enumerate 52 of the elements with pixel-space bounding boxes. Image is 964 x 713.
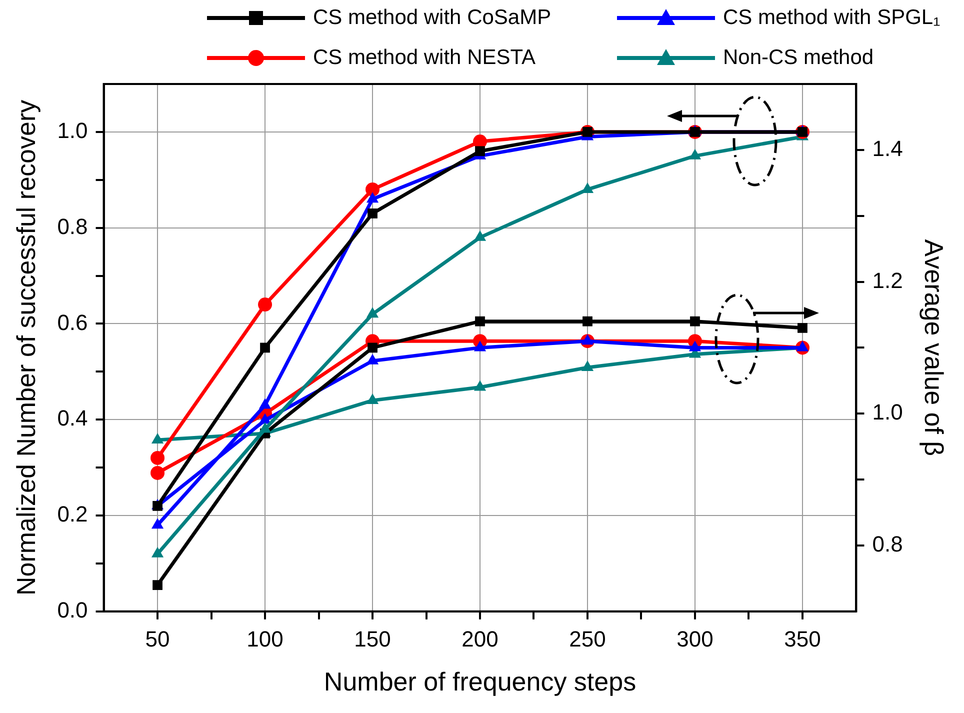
- y-tick-label: 0.8: [57, 214, 88, 239]
- x-tick-label: 100: [246, 626, 284, 652]
- point: [151, 432, 164, 444]
- x-tick-label: 50: [145, 626, 170, 652]
- y-tick-label: 0.0: [57, 597, 88, 622]
- point: [798, 322, 808, 333]
- point: [366, 192, 379, 203]
- y2-tick-label: 1.2: [872, 268, 903, 293]
- point: [368, 208, 378, 218]
- x-tick-label: 350: [784, 626, 821, 652]
- x-tick-label: 300: [676, 626, 714, 652]
- point: [368, 342, 378, 353]
- legend-label: CS method with CoSaMP: [313, 6, 552, 30]
- point: [581, 360, 594, 371]
- legend-label: Non-CS method: [723, 46, 874, 70]
- point: [475, 146, 485, 156]
- y2-tick-label: 1.4: [872, 136, 903, 161]
- point: [150, 450, 165, 465]
- x-tick-label: 150: [354, 626, 391, 652]
- point: [688, 148, 702, 160]
- y-axis-title: Normalized Number of successful recovery: [10, 100, 41, 596]
- point: [151, 518, 164, 529]
- point: [688, 340, 702, 352]
- y2-tick-label: 0.8: [872, 532, 903, 557]
- point: [474, 340, 486, 352]
- point: [258, 298, 272, 312]
- point: [366, 393, 379, 404]
- point: [152, 580, 162, 590]
- point: [366, 307, 379, 318]
- point: [474, 380, 486, 391]
- y2-axis-title: Average value of β: [919, 239, 950, 456]
- point: [690, 316, 700, 326]
- point: [582, 316, 592, 326]
- point: [258, 422, 272, 433]
- y2-tick-label: 1.0: [872, 400, 903, 425]
- y-tick-label: 1.0: [57, 118, 88, 144]
- point: [151, 546, 164, 558]
- point: [366, 182, 380, 196]
- legend-label: CS method with SPGL₁: [723, 6, 940, 30]
- x-axis-title: Number of frequency steps: [324, 666, 636, 697]
- x-tick-label: 200: [462, 626, 498, 652]
- point: [475, 316, 485, 326]
- y-tick-label: 0.4: [57, 406, 88, 431]
- x-tick-label: 250: [569, 626, 606, 652]
- point: [581, 334, 594, 345]
- y-tick-label: 0.6: [57, 310, 88, 335]
- point: [258, 398, 272, 409]
- y-tick-label: 0.2: [57, 502, 88, 527]
- point: [260, 342, 270, 353]
- legend-label: CS method with NESTA: [313, 46, 536, 70]
- point: [150, 466, 165, 480]
- point: [474, 230, 486, 241]
